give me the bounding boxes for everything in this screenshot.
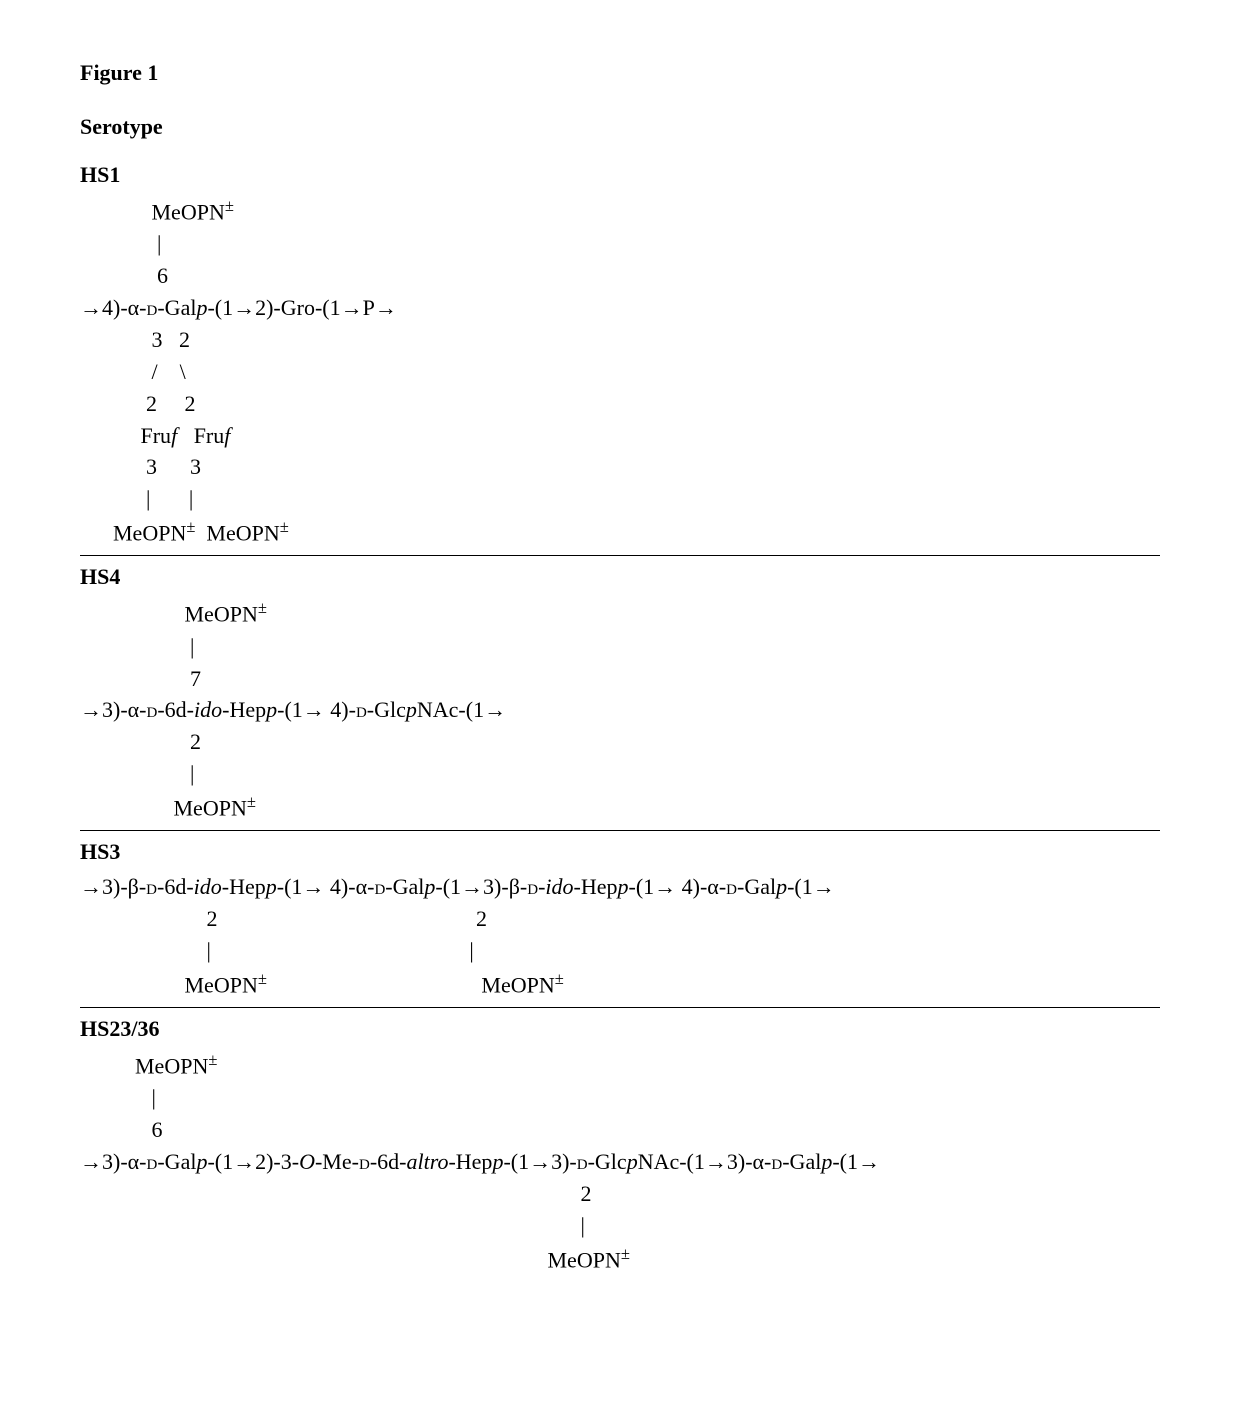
serotype-hs4-label: HS4 [80, 564, 1160, 590]
divider-2 [80, 830, 1160, 831]
divider-3 [80, 1007, 1160, 1008]
serotype-hs3-label: HS3 [80, 839, 1160, 865]
divider-1 [80, 555, 1160, 556]
serotype-hs2336-diagram: MeOPN± | 6 →3)-α-d-Galp-(1→2)-3-O-Me-d-6… [80, 1048, 1160, 1276]
serotype-hs2336-label: HS23/36 [80, 1016, 1160, 1042]
serotype-hs4-diagram: MeOPN± | 7 →3)-α-d-6d-ido-Hepp-(1→ 4)-d-… [80, 596, 1160, 824]
section-heading-serotype: Serotype [80, 114, 1160, 140]
serotype-hs1-label: HS1 [80, 162, 1160, 188]
serotype-hs1-diagram: MeOPN± | 6 →4)-α-d-Galp-(1→2)-Gro-(1→P→ … [80, 194, 1160, 549]
serotype-hs3-diagram: →3)-β-d-6d-ido-Hepp-(1→ 4)-α-d-Galp-(1→3… [80, 871, 1160, 1001]
figure-title: Figure 1 [80, 60, 1160, 86]
